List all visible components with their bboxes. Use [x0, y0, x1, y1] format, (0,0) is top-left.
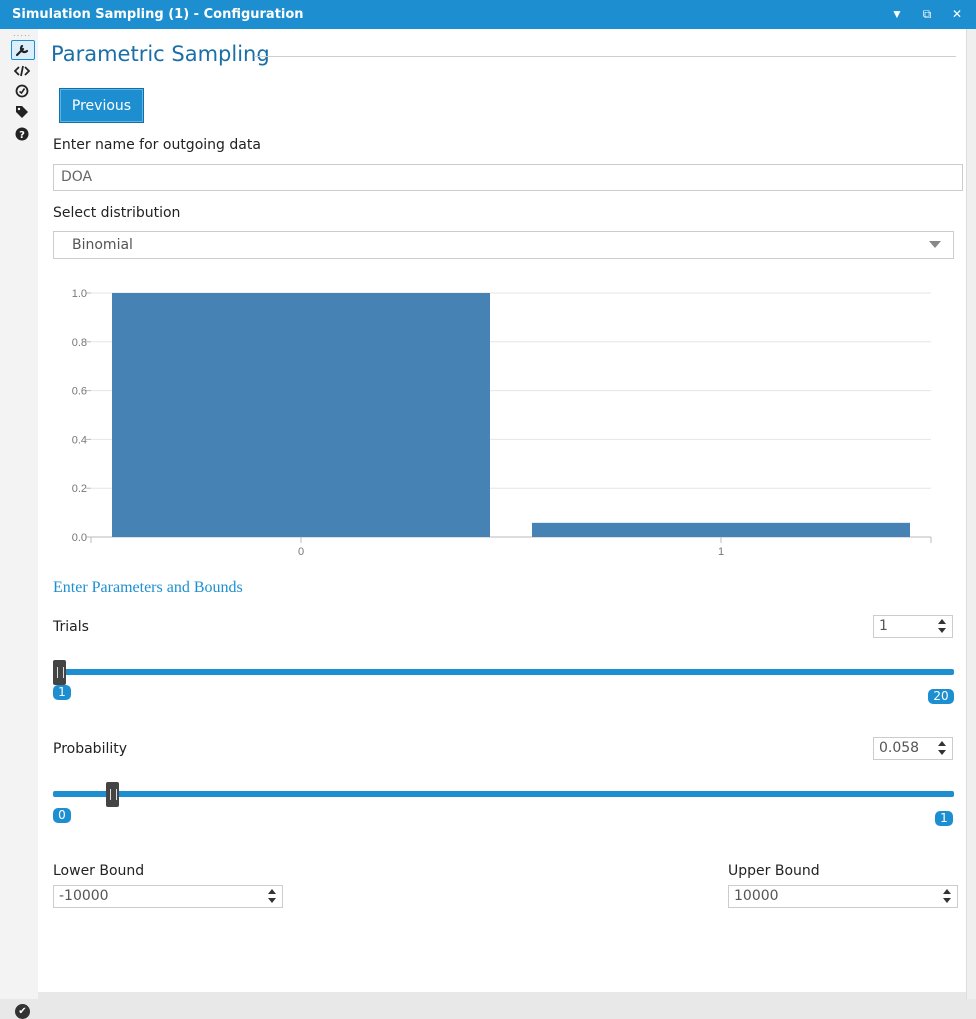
y-tick-label: 1.0 — [72, 288, 87, 300]
probability-min-label: 0 — [53, 808, 71, 823]
distribution-value: Binomial — [72, 237, 133, 253]
bar — [532, 522, 910, 537]
x-tick-label: 0 — [298, 546, 304, 558]
outgoing-name-input[interactable]: DOA — [53, 164, 963, 191]
y-tick-label: 0.0 — [72, 532, 87, 544]
svg-text:?: ? — [19, 130, 25, 141]
trials-value: 1 — [879, 618, 888, 634]
title-bar: Simulation Sampling (1) - Configuration … — [0, 0, 976, 29]
trials-slider-handle[interactable] — [53, 660, 66, 685]
close-window-button[interactable]: ✕ — [951, 7, 963, 21]
sidebar: ····· ? ✔ — [0, 29, 39, 1019]
trials-min-label: 1 — [53, 685, 71, 700]
window-title: Simulation Sampling (1) - Configuration — [12, 7, 304, 22]
restore-window-button[interactable]: ⧉ — [922, 7, 932, 21]
bar — [112, 293, 490, 537]
y-tick-label: 0.4 — [72, 434, 87, 446]
spinner-arrows-icon[interactable] — [937, 618, 947, 634]
y-tick-label: 0.6 — [72, 386, 87, 398]
trials-slider[interactable] — [53, 669, 954, 675]
distribution-label: Select distribution — [53, 205, 181, 221]
heading-divider — [254, 56, 956, 57]
x-tick-label: 1 — [718, 546, 724, 558]
probability-max-label: 1 — [935, 811, 953, 826]
y-tick-label: 0.2 — [72, 483, 87, 495]
distribution-select[interactable]: Binomial — [53, 231, 954, 259]
spinner-arrows-icon[interactable] — [942, 888, 952, 904]
probability-slider[interactable] — [53, 791, 954, 797]
probability-value: 0.058 — [879, 740, 920, 756]
spinner-arrows-icon[interactable] — [937, 740, 947, 756]
probability-label: Probability — [53, 741, 128, 757]
chevron-down-icon — [929, 241, 941, 248]
help-icon[interactable]: ? — [11, 125, 33, 143]
code-icon[interactable] — [11, 62, 33, 80]
dropdown-menu-button[interactable]: ▼ — [891, 7, 903, 21]
upper-bound-value: 10000 — [734, 888, 779, 904]
y-tick-label: 0.8 — [72, 337, 87, 349]
trials-max-label: 20 — [928, 689, 954, 704]
drag-grip[interactable]: ····· — [13, 31, 32, 40]
compass-icon[interactable] — [11, 82, 33, 100]
distribution-chart: 0.0 0.2 0.4 0.6 0.8 1.0 0 1 — [72, 288, 932, 558]
upper-bound-spinner[interactable]: 10000 — [728, 885, 958, 908]
bottom-strip — [38, 992, 966, 999]
params-section-title: Enter Parameters and Bounds — [53, 579, 243, 596]
trials-label: Trials — [53, 619, 89, 635]
tag-icon[interactable] — [11, 103, 33, 121]
lower-bound-spinner[interactable]: -10000 — [53, 885, 283, 908]
configuration-panel: Parametric Sampling Previous Enter name … — [38, 29, 966, 992]
spinner-arrows-icon[interactable] — [267, 888, 277, 904]
probability-slider-handle[interactable] — [105, 782, 119, 807]
trials-spinner[interactable]: 1 — [873, 615, 953, 638]
wrench-icon[interactable] — [11, 40, 35, 60]
lower-bound-label: Lower Bound — [53, 863, 145, 879]
page-title: Parametric Sampling — [51, 42, 270, 66]
vertical-scrollbar[interactable] — [966, 29, 976, 999]
check-status-icon: ✔ — [15, 1004, 30, 1019]
upper-bound-label: Upper Bound — [728, 863, 820, 879]
previous-button[interactable]: Previous — [59, 88, 144, 123]
outgoing-name-label: Enter name for outgoing data — [53, 137, 261, 153]
probability-spinner[interactable]: 0.058 — [873, 737, 953, 760]
lower-bound-value: -10000 — [59, 888, 109, 904]
